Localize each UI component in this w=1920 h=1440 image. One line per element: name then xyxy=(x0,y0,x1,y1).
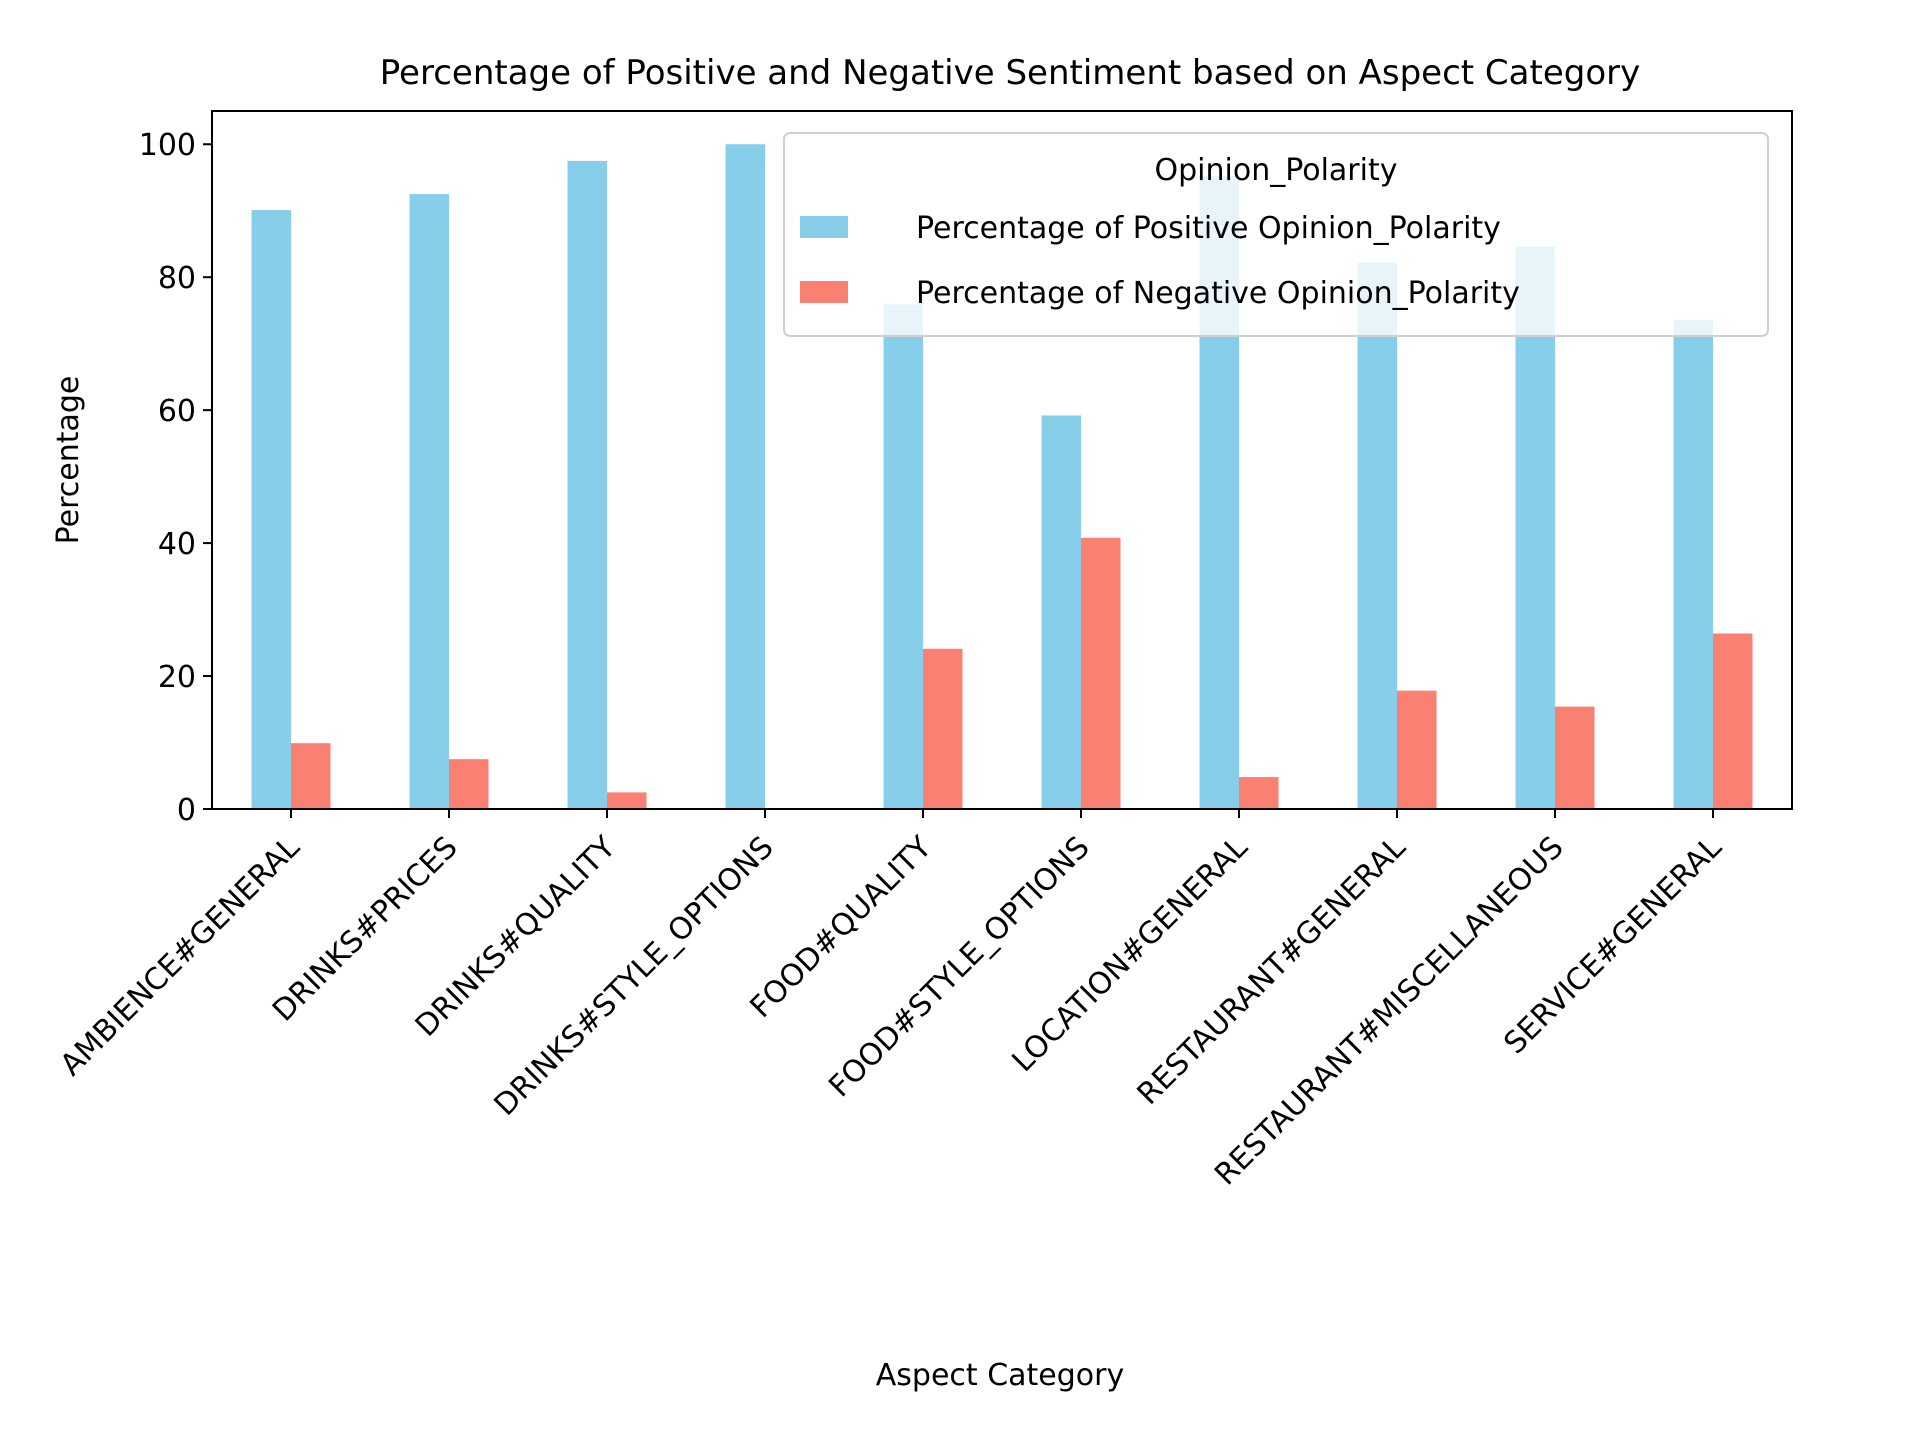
bar-negative-7 xyxy=(1397,690,1437,809)
bar-positive-2 xyxy=(567,160,607,809)
bar-negative-2 xyxy=(607,792,647,809)
bar-negative-1 xyxy=(449,759,489,809)
legend-label-negative: Percentage of Negative Opinion_Polarity xyxy=(916,276,1520,311)
y-tick-label: 0 xyxy=(177,793,196,828)
y-tick-label: 60 xyxy=(158,394,196,429)
bar-positive-5 xyxy=(1041,415,1081,809)
x-tick-label: FOOD#STYLE_OPTIONS xyxy=(822,830,1096,1104)
y-axis-label: Percentage xyxy=(51,376,86,545)
x-tick-label: RESTAURANT#MISCELLANEOUS xyxy=(1208,830,1571,1193)
legend-label-positive: Percentage of Positive Opinion_Polarity xyxy=(916,211,1501,246)
legend-box xyxy=(783,132,1769,337)
bar-positive-8 xyxy=(1515,246,1555,809)
bar-negative-9 xyxy=(1713,633,1753,809)
bar-positive-4 xyxy=(883,304,923,809)
y-tick-label: 100 xyxy=(139,128,196,163)
bar-positive-0 xyxy=(251,210,291,809)
y-axis: 0 20 40 60 80 100 xyxy=(139,128,212,828)
chart-title: Percentage of Positive and Negative Sent… xyxy=(380,53,1640,93)
bar-positive-9 xyxy=(1673,319,1713,809)
bar-negative-6 xyxy=(1239,777,1279,809)
bar-negative-0 xyxy=(291,743,331,809)
bar-positive-3 xyxy=(725,144,765,809)
bar-negative-8 xyxy=(1555,706,1595,809)
x-tick-label: AMBIENCE#GENERAL xyxy=(54,830,307,1083)
x-tick-label: RESTAURANT#GENERAL xyxy=(1131,830,1413,1112)
y-tick-label: 80 xyxy=(158,261,196,296)
legend-swatch-positive xyxy=(800,216,848,238)
x-tick-label: DRINKS#STYLE_OPTIONS xyxy=(488,830,781,1123)
legend: Opinion_Polarity Percentage of Positive … xyxy=(783,132,1769,337)
bar-positive-7 xyxy=(1357,262,1397,810)
y-tick-label: 40 xyxy=(158,527,196,562)
bar-negative-5 xyxy=(1081,537,1121,809)
bar-negative-4 xyxy=(923,648,963,809)
bars xyxy=(251,144,1753,810)
legend-title: Opinion_Polarity xyxy=(1155,153,1398,188)
plot-frame xyxy=(211,110,1793,810)
y-tick-label: 20 xyxy=(158,660,196,695)
x-axis-label: Aspect Category xyxy=(876,1358,1124,1393)
x-axis: AMBIENCE#GENERALDRINKS#PRICESDRINKS#QUAL… xyxy=(54,809,1729,1192)
bar-positive-1 xyxy=(409,194,449,810)
legend-swatch-negative xyxy=(800,281,848,303)
